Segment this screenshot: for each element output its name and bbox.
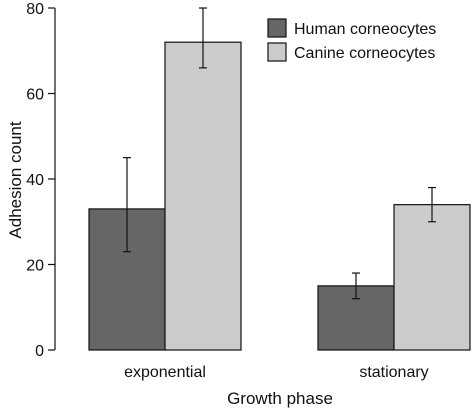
y-tick-label: 20 bbox=[26, 258, 44, 275]
legend-label: Human corneocytes bbox=[294, 21, 436, 38]
legend-label: Canine corneocytes bbox=[294, 45, 435, 62]
y-tick-label: 80 bbox=[26, 1, 44, 18]
x-tick-label: exponential bbox=[124, 364, 206, 381]
bar bbox=[164, 41, 242, 351]
x-tick-label: stationary bbox=[359, 364, 428, 381]
legend-swatch bbox=[267, 42, 287, 62]
y-tick-label: 60 bbox=[26, 87, 44, 104]
y-axis-label: Adhesion count bbox=[6, 121, 25, 238]
y-tick-label: 40 bbox=[26, 172, 44, 189]
bar bbox=[393, 204, 471, 351]
y-tick-label: 0 bbox=[35, 343, 44, 360]
legend: Human corneocytes Canine corneocytes bbox=[267, 18, 436, 62]
error-bars bbox=[123, 7, 436, 300]
y-axis: 0 20 40 60 80 bbox=[26, 1, 56, 360]
x-axis-label: Growth phase bbox=[227, 389, 333, 408]
legend-swatch bbox=[267, 18, 287, 38]
x-axis-tick-labels: exponential stationary bbox=[124, 364, 429, 381]
bars bbox=[88, 41, 471, 351]
